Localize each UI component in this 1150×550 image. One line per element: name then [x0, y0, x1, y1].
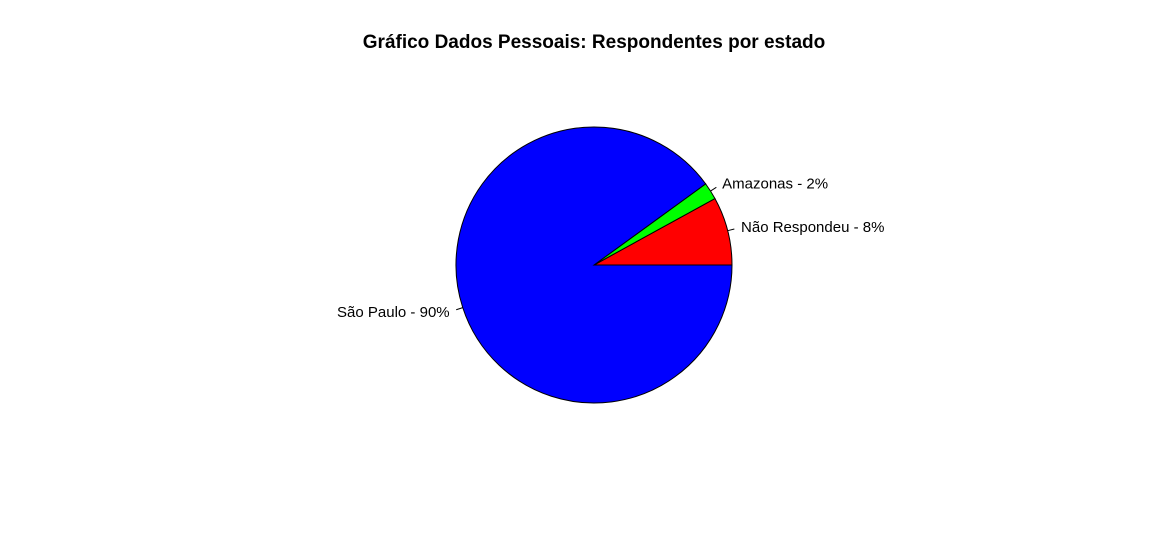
pie-slice-sao-paulo	[455, 126, 733, 404]
leader-line	[456, 307, 463, 311]
leader-line	[727, 228, 735, 232]
pie-slices	[455, 126, 733, 404]
leader-lines	[456, 186, 735, 311]
chart-title: Gráfico Dados Pessoais: Respondentes por…	[363, 32, 825, 53]
slice-labels: Não Respondeu - 8% Amazonas - 2% São Paulo…	[337, 176, 884, 321]
leader-line	[710, 186, 717, 192]
slice-label: Não Respondeu - 8%	[741, 219, 884, 236]
slice-label: São Paulo - 90%	[337, 304, 450, 321]
slice-label: Amazonas - 2%	[722, 176, 828, 193]
